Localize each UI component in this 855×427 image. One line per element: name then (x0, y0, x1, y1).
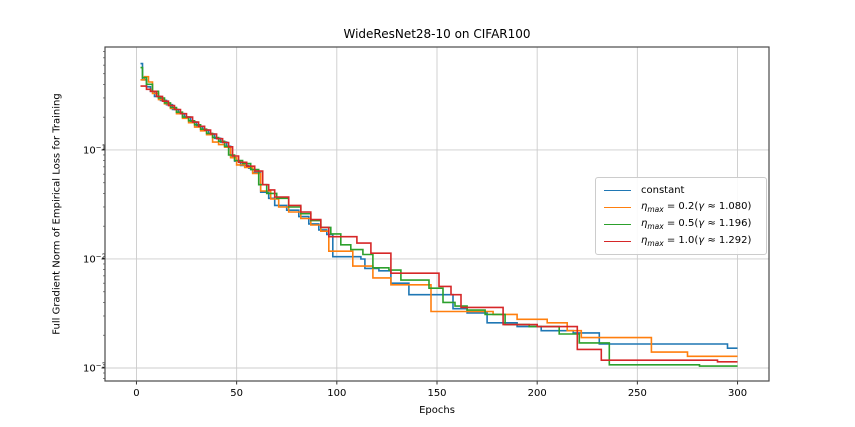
legend-item-constant: constant (604, 184, 758, 197)
y-axis-label: Full Gradient Norm of Empirical Loss for… (51, 93, 63, 335)
svg-text:200: 200 (528, 388, 547, 399)
svg-text:50: 50 (230, 388, 243, 399)
svg-text:150: 150 (427, 388, 446, 399)
svg-text:250: 250 (628, 388, 647, 399)
svg-text:0: 0 (133, 388, 139, 399)
legend-item-eta-0-5: ηmax = 0.5(γ ≈ 1.196) (604, 218, 758, 231)
svg-text:10−3: 10−3 (83, 362, 106, 375)
legend-label: ηmax = 0.5(γ ≈ 1.196) (641, 218, 752, 231)
legend-line-icon (604, 241, 631, 242)
legend-label: ηmax = 0.2(γ ≈ 1.080) (641, 201, 752, 214)
legend-line-icon (604, 207, 631, 208)
legend-label: ηmax = 1.0(γ ≈ 1.292) (641, 235, 752, 248)
legend-item-eta-0-2: ηmax = 0.2(γ ≈ 1.080) (604, 201, 758, 214)
legend-line-icon (604, 224, 631, 225)
x-axis-label: Epochs (419, 405, 455, 416)
chart-title: WideResNet28-10 on CIFAR100 (343, 27, 531, 41)
legend: constant ηmax = 0.2(γ ≈ 1.080) ηmax = 0.… (595, 177, 767, 255)
svg-text:10−1: 10−1 (83, 143, 106, 156)
legend-line-icon (604, 190, 631, 191)
legend-label: constant (641, 185, 685, 196)
svg-text:100: 100 (327, 388, 346, 399)
svg-text:300: 300 (728, 388, 747, 399)
svg-text:10−2: 10−2 (83, 252, 106, 265)
legend-item-eta-1-0: ηmax = 1.0(γ ≈ 1.292) (604, 235, 758, 248)
